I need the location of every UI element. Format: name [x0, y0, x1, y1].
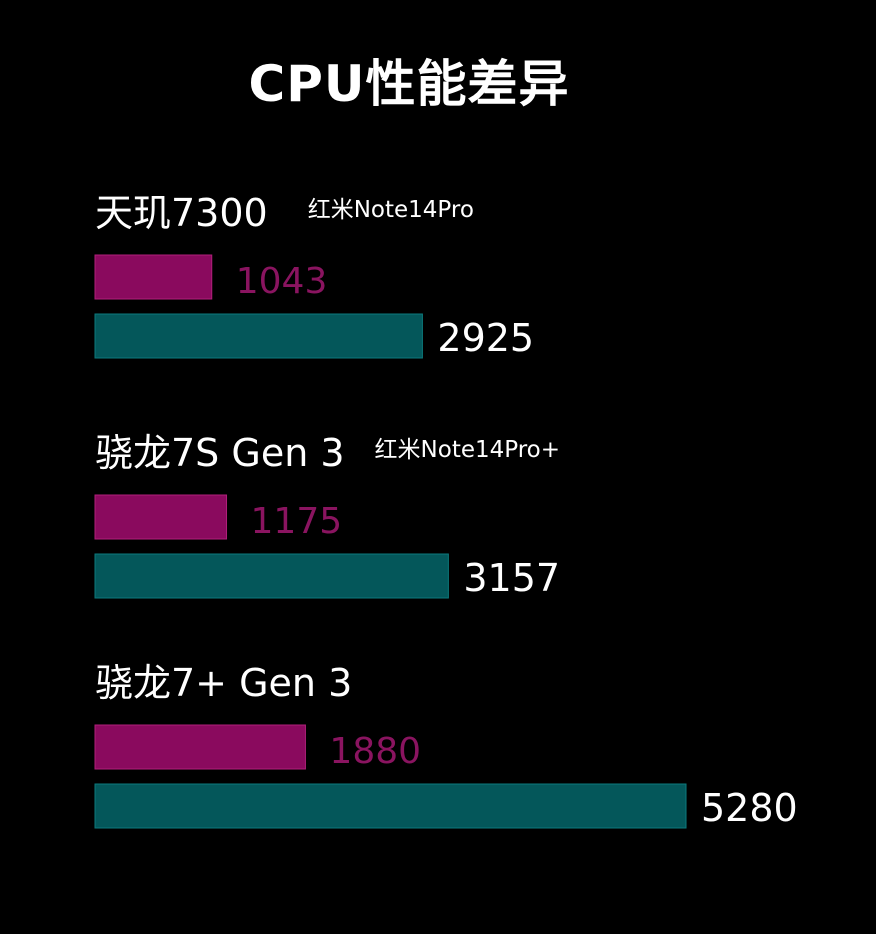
device-label: 红米Note14Pro [308, 197, 474, 223]
multi-core-bar [94, 783, 687, 829]
single-core-value-label: 1880 [329, 731, 421, 772]
chip-label: 骁龙7S Gen 3 [95, 431, 345, 475]
chip-label: 天玑7300 [95, 191, 268, 235]
chart-title: CPU性能差异 [248, 55, 570, 113]
single-core-value-label: 1043 [236, 261, 328, 302]
chip-label: 骁龙7+ Gen 3 [95, 661, 352, 705]
multi-core-value-label: 5280 [701, 786, 798, 830]
multi-core-bar [94, 313, 423, 359]
single-core-bar [94, 724, 306, 770]
single-core-value-label: 1175 [251, 501, 343, 542]
device-label: 红米Note14Pro+ [375, 437, 560, 463]
multi-core-bar [94, 553, 449, 599]
multi-core-value-label: 3157 [463, 556, 560, 600]
multi-core-value-label: 2925 [437, 316, 534, 360]
single-core-bar [94, 254, 213, 300]
single-core-bar [94, 494, 228, 540]
